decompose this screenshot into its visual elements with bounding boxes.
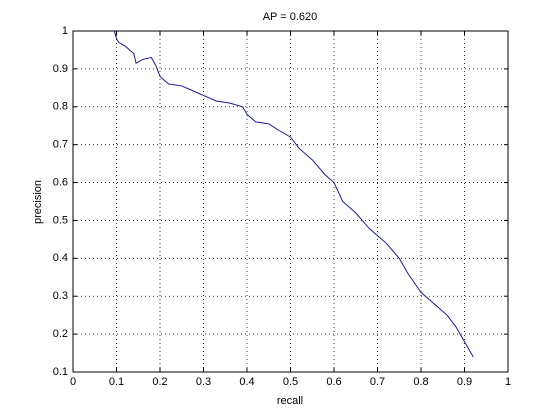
y-tick-label: 0.3 xyxy=(53,290,68,302)
x-tick-label: 0 xyxy=(70,376,76,388)
x-tick-label: 0.2 xyxy=(152,376,167,388)
y-tick-label: 0.9 xyxy=(53,63,68,75)
y-tick-label: 0.4 xyxy=(53,252,68,264)
y-tick-label: 0.5 xyxy=(53,214,68,226)
y-tick-label: 0.6 xyxy=(53,176,68,188)
y-axis-label: precision xyxy=(32,180,44,224)
x-tick-label: 0.3 xyxy=(196,376,211,388)
y-tick-label: 1 xyxy=(62,25,68,37)
x-tick-label: 0.9 xyxy=(457,376,472,388)
y-tick-label: 0.7 xyxy=(53,139,68,151)
x-tick-label: 1 xyxy=(505,376,511,388)
y-tick-label: 0.8 xyxy=(53,101,68,113)
pr-curve xyxy=(113,30,474,358)
x-axis-label: recall xyxy=(277,395,303,407)
x-tick-label: 0.6 xyxy=(326,376,341,388)
x-tick-label: 0.8 xyxy=(413,376,428,388)
x-tick-label: 0.7 xyxy=(370,376,385,388)
x-tick-label: 0.1 xyxy=(109,376,124,388)
chart-title: AP = 0.620 xyxy=(263,11,318,23)
y-tick-label: 0.1 xyxy=(53,366,68,378)
plot-frame xyxy=(72,30,509,373)
y-tick-label: 0.2 xyxy=(53,328,68,340)
x-tick-label: 0.4 xyxy=(239,376,254,388)
x-tick-label: 0.5 xyxy=(283,376,298,388)
